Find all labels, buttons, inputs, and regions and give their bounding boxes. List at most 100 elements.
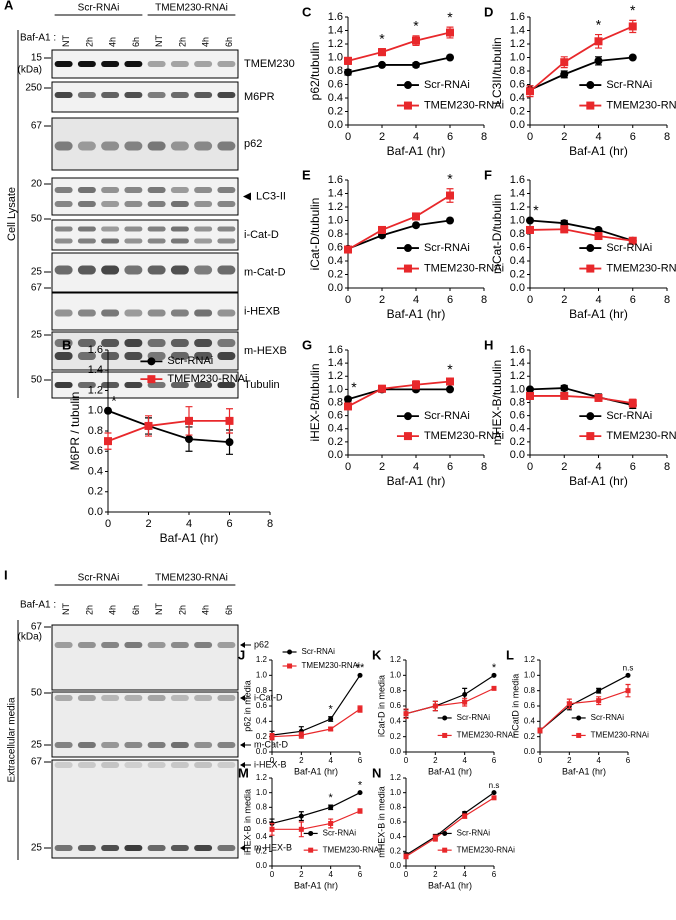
legend-label: Scr-RNAi: [302, 647, 336, 656]
marker: [596, 688, 602, 694]
marker: [412, 380, 420, 389]
band: [217, 309, 236, 317]
x-tick-label: 4: [186, 518, 192, 530]
significance: *: [447, 170, 453, 186]
x-tick-label: 0: [527, 131, 533, 143]
y-axis-label: p62 in media: [242, 680, 252, 732]
band: [147, 141, 166, 151]
band: [217, 92, 236, 98]
x-tick-label: 0: [345, 294, 351, 306]
marker: [526, 385, 534, 394]
x-tick-label: 8: [664, 461, 670, 473]
marker: [412, 60, 420, 69]
protein-label: p62: [254, 639, 269, 649]
x-axis-label: Baf-A1 (hr): [387, 307, 446, 321]
arrowhead: [240, 695, 245, 701]
marker: [328, 820, 334, 826]
y-tick-label: 0.4: [510, 255, 525, 267]
y-tick-label: 1.6: [328, 11, 343, 23]
band: [101, 762, 120, 768]
y-axis-label: mCatD in media: [510, 674, 520, 739]
x-tick-label: 4: [328, 756, 333, 765]
series-line: [405, 797, 495, 857]
legend-marker: [576, 715, 582, 721]
marker: [446, 216, 454, 225]
series-line: [529, 219, 634, 242]
band: [170, 238, 189, 244]
side-label: Extracellular media: [7, 697, 18, 782]
x-tick-label: 2: [299, 870, 304, 879]
significance: *: [111, 392, 117, 408]
panel-label: C: [302, 4, 312, 19]
marker: [462, 692, 468, 697]
marker: [403, 853, 409, 859]
blot-box: [51, 331, 239, 371]
panel-label: F: [484, 167, 492, 182]
y-tick-label: 1.0: [256, 670, 268, 679]
y-tick-label: 1.2: [88, 384, 103, 396]
y-tick-label: 1.4: [328, 24, 343, 36]
marker: [566, 701, 572, 707]
band: [170, 762, 189, 768]
y-tick-label: 1.4: [328, 357, 343, 369]
protein-label: TMEM230: [244, 58, 295, 70]
x-tick-label: 2: [561, 131, 567, 143]
band: [77, 309, 96, 317]
blot-box: [51, 759, 239, 859]
lane-label: NT: [154, 35, 164, 47]
band: [194, 141, 213, 151]
marker: [446, 28, 454, 37]
legend-label: TMEM230-RNAi: [606, 262, 676, 274]
lane-label: 6h: [131, 605, 141, 615]
y-tick-label: 1.2: [328, 38, 343, 50]
marker: [628, 236, 637, 245]
x-axis-label: Baf-A1 (hr): [562, 766, 606, 776]
x-tick-label: 6: [447, 294, 453, 306]
y-tick-label: 0.2: [390, 732, 402, 741]
x-tick-label: 2: [379, 131, 385, 143]
band: [194, 742, 213, 748]
legend-marker: [147, 357, 156, 366]
marker: [378, 225, 386, 234]
significance: n.s: [489, 781, 500, 790]
y-tick-label: 1.0: [390, 670, 402, 679]
y-tick-label: 1.4: [88, 364, 103, 376]
legend-marker: [442, 732, 448, 738]
band: [77, 339, 96, 347]
y-tick-label: 1.4: [510, 187, 525, 199]
protein-label: M6PR: [244, 91, 275, 103]
x-tick-label: 4: [595, 294, 601, 306]
band: [101, 352, 120, 360]
y-tick-label: 1.4: [510, 24, 525, 36]
band: [77, 92, 96, 98]
panel-label: I: [4, 567, 8, 582]
band: [217, 265, 236, 275]
band: [124, 238, 143, 244]
y-axis-label: iCat-D/tubulin: [308, 198, 322, 271]
band: [101, 382, 120, 388]
protein-label: m-Cat-D: [254, 739, 288, 749]
x-tick-label: 2: [433, 756, 438, 765]
group-label: TMEM230-RNAi: [155, 3, 228, 14]
band: [147, 742, 166, 748]
series-line: [271, 792, 361, 825]
band: [170, 695, 189, 701]
y-tick-label: 1.0: [328, 383, 343, 395]
legend-label: TMEM230-RNAi: [302, 661, 360, 670]
y-tick-label: 1.4: [510, 357, 525, 369]
legend-label: Scr-RNAi: [606, 79, 652, 91]
band: [101, 226, 120, 232]
blot-box: [51, 219, 239, 251]
y-tick-label: 0.2: [524, 732, 536, 741]
legend-marker: [287, 649, 293, 655]
series-line: [107, 419, 230, 442]
significance: *: [351, 379, 357, 395]
band: [77, 382, 96, 388]
y-tick-label: 0.6: [328, 410, 343, 422]
y-tick-label: 0.6: [510, 78, 525, 90]
marker: [357, 672, 363, 678]
arrowhead: [240, 845, 245, 851]
y-tick-label: 0.4: [88, 465, 103, 477]
y-tick-label: 1.2: [328, 201, 343, 213]
significance: *: [447, 9, 453, 25]
